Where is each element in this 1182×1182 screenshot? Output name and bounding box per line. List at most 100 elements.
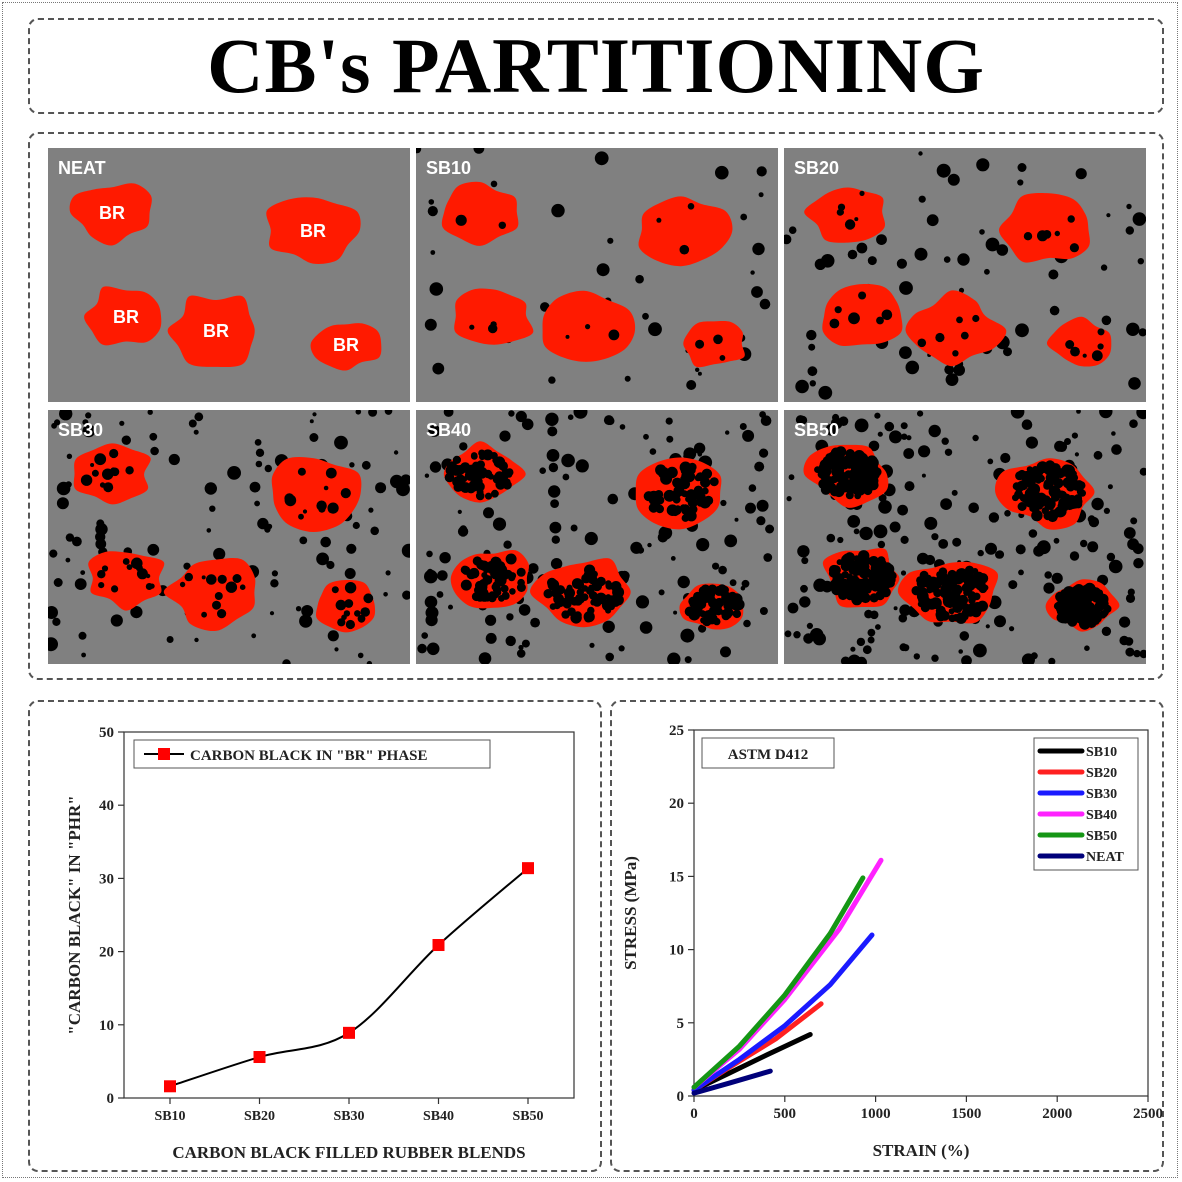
carbon-black-particle: [724, 534, 738, 548]
br-phase-domain: [822, 284, 903, 347]
carbon-black-particle: [985, 542, 997, 555]
carbon-black-particle: [583, 611, 595, 623]
carbon-black-particle: [906, 435, 912, 441]
carbon-black-particle: [642, 312, 649, 320]
carbon-black-particle: [1018, 569, 1024, 576]
carbon-black-particle: [944, 448, 953, 456]
legend-box: [1033, 737, 1139, 871]
carbon-black-particle: [921, 473, 926, 478]
carbon-black-particle: [1015, 323, 1029, 338]
carbon-black-particle: [863, 481, 874, 492]
carbon-black-particle: [1010, 410, 1025, 419]
carbon-black-particle: [505, 468, 514, 477]
carbon-black-particle: [255, 448, 265, 457]
carbon-black-particle: [360, 607, 371, 617]
carbon-black-particle: [673, 485, 685, 497]
carbon-black-particle: [1036, 540, 1051, 555]
carbon-black-particle: [485, 632, 497, 644]
carbon-black-particle: [826, 533, 836, 543]
br-phase-label: BR: [333, 335, 359, 355]
carbon-black-particle: [65, 533, 75, 542]
carbon-black-particle: [966, 579, 974, 587]
carbon-black-particle: [619, 570, 630, 581]
y-axis-label: "CARBON BLACK" IN "PHR": [65, 795, 84, 1034]
carbon-black-particle: [965, 565, 974, 575]
carbon-black-particle: [1069, 243, 1079, 253]
carbon-black-particle: [564, 587, 575, 599]
legend-label: CARBON BLACK IN "BR" PHASE: [190, 748, 428, 764]
carbon-black-particle: [125, 466, 134, 475]
carbon-black-particle: [905, 360, 920, 375]
carbon-black-particle: [900, 535, 909, 544]
carbon-black-particle: [1069, 551, 1080, 561]
carbon-black-particle: [684, 606, 695, 617]
partitioning-grid-frame: [28, 132, 1164, 680]
carbon-black-particle: [635, 274, 644, 284]
carbon-black-particle: [829, 318, 840, 329]
carbon-black-particle: [469, 324, 475, 330]
carbon-black-particle: [475, 582, 482, 590]
y-tick-label: 20: [669, 796, 684, 812]
carbon-black-particle: [1053, 537, 1060, 544]
carbon-black-particle: [515, 410, 527, 423]
carbon-black-particle: [1132, 212, 1146, 226]
carbon-black-particle: [457, 509, 462, 514]
carbon-black-particle: [495, 475, 506, 485]
carbon-black-particle: [869, 610, 879, 620]
carbon-black-particle: [580, 593, 589, 601]
carbon-black-particle: [806, 622, 813, 629]
carbon-black-particle: [119, 420, 125, 426]
br-phase-domain: [683, 321, 745, 368]
carbon-black-particle: [1119, 635, 1129, 646]
carbon-black-particle: [485, 492, 492, 500]
carbon-black-particle: [1093, 450, 1103, 460]
carbon-black-particle: [680, 467, 689, 475]
carbon-black-particle: [648, 322, 662, 337]
series-line-sb30: [691, 932, 875, 1093]
carbon-black-particle: [1043, 479, 1054, 490]
carbon-black-particle: [429, 282, 444, 296]
carbon-black-particle: [831, 584, 842, 596]
carbon-black-particle: [51, 422, 57, 429]
carbon-black-particle: [299, 614, 313, 628]
carbon-black-particle: [756, 499, 769, 512]
carbon-black-particle: [995, 551, 1003, 559]
carbon-black-particle: [1004, 510, 1011, 517]
carbon-black-particle: [1037, 474, 1045, 483]
carbon-black-particle: [655, 504, 664, 514]
carbon-black-particle: [1133, 558, 1144, 569]
carbon-black-particle: [868, 440, 880, 452]
carbon-black-particle: [630, 541, 643, 554]
carbon-black-particle: [217, 574, 227, 584]
carbon-black-particle: [720, 609, 728, 617]
legend-label: NEAT: [1086, 850, 1125, 865]
carbon-black-particle: [977, 549, 984, 557]
carbon-black-particle: [1070, 346, 1080, 357]
carbon-black-particle: [396, 482, 410, 497]
carbon-black-particle: [453, 464, 461, 473]
carbon-black-particle: [1026, 466, 1033, 473]
carbon-black-particle: [508, 574, 516, 582]
carbon-black-particle: [867, 628, 876, 637]
carbon-black-particle: [759, 298, 771, 310]
carbon-black-particle: [478, 469, 486, 478]
carbon-black-particle: [896, 258, 907, 269]
carbon-black-particle: [539, 467, 546, 474]
y-tick-label: 50: [99, 725, 114, 741]
br-phase-domain: [271, 457, 362, 533]
carbon-black-particle: [1101, 626, 1112, 636]
carbon-black-particle: [549, 521, 562, 534]
carbon-black-particle: [610, 581, 622, 592]
carbon-black-particle: [1056, 612, 1067, 623]
carbon-black-particle: [1017, 481, 1025, 489]
cb-phase-chart: 0 10 20 30 40 50 SB10 SB20 SB30 SB40 SB50 CARBON BL…: [65, 725, 575, 1162]
carbon-black-particle: [952, 350, 959, 357]
carbon-black-particle: [1054, 230, 1060, 237]
carbon-black-particle: [684, 656, 692, 664]
carbon-black-particle: [750, 270, 755, 275]
carbon-black-particle: [459, 462, 471, 473]
morphology-drawing: [784, 151, 1146, 400]
carbon-black-particle: [1125, 647, 1135, 657]
carbon-black-particle: [760, 415, 772, 426]
carbon-black-particle: [825, 454, 834, 464]
